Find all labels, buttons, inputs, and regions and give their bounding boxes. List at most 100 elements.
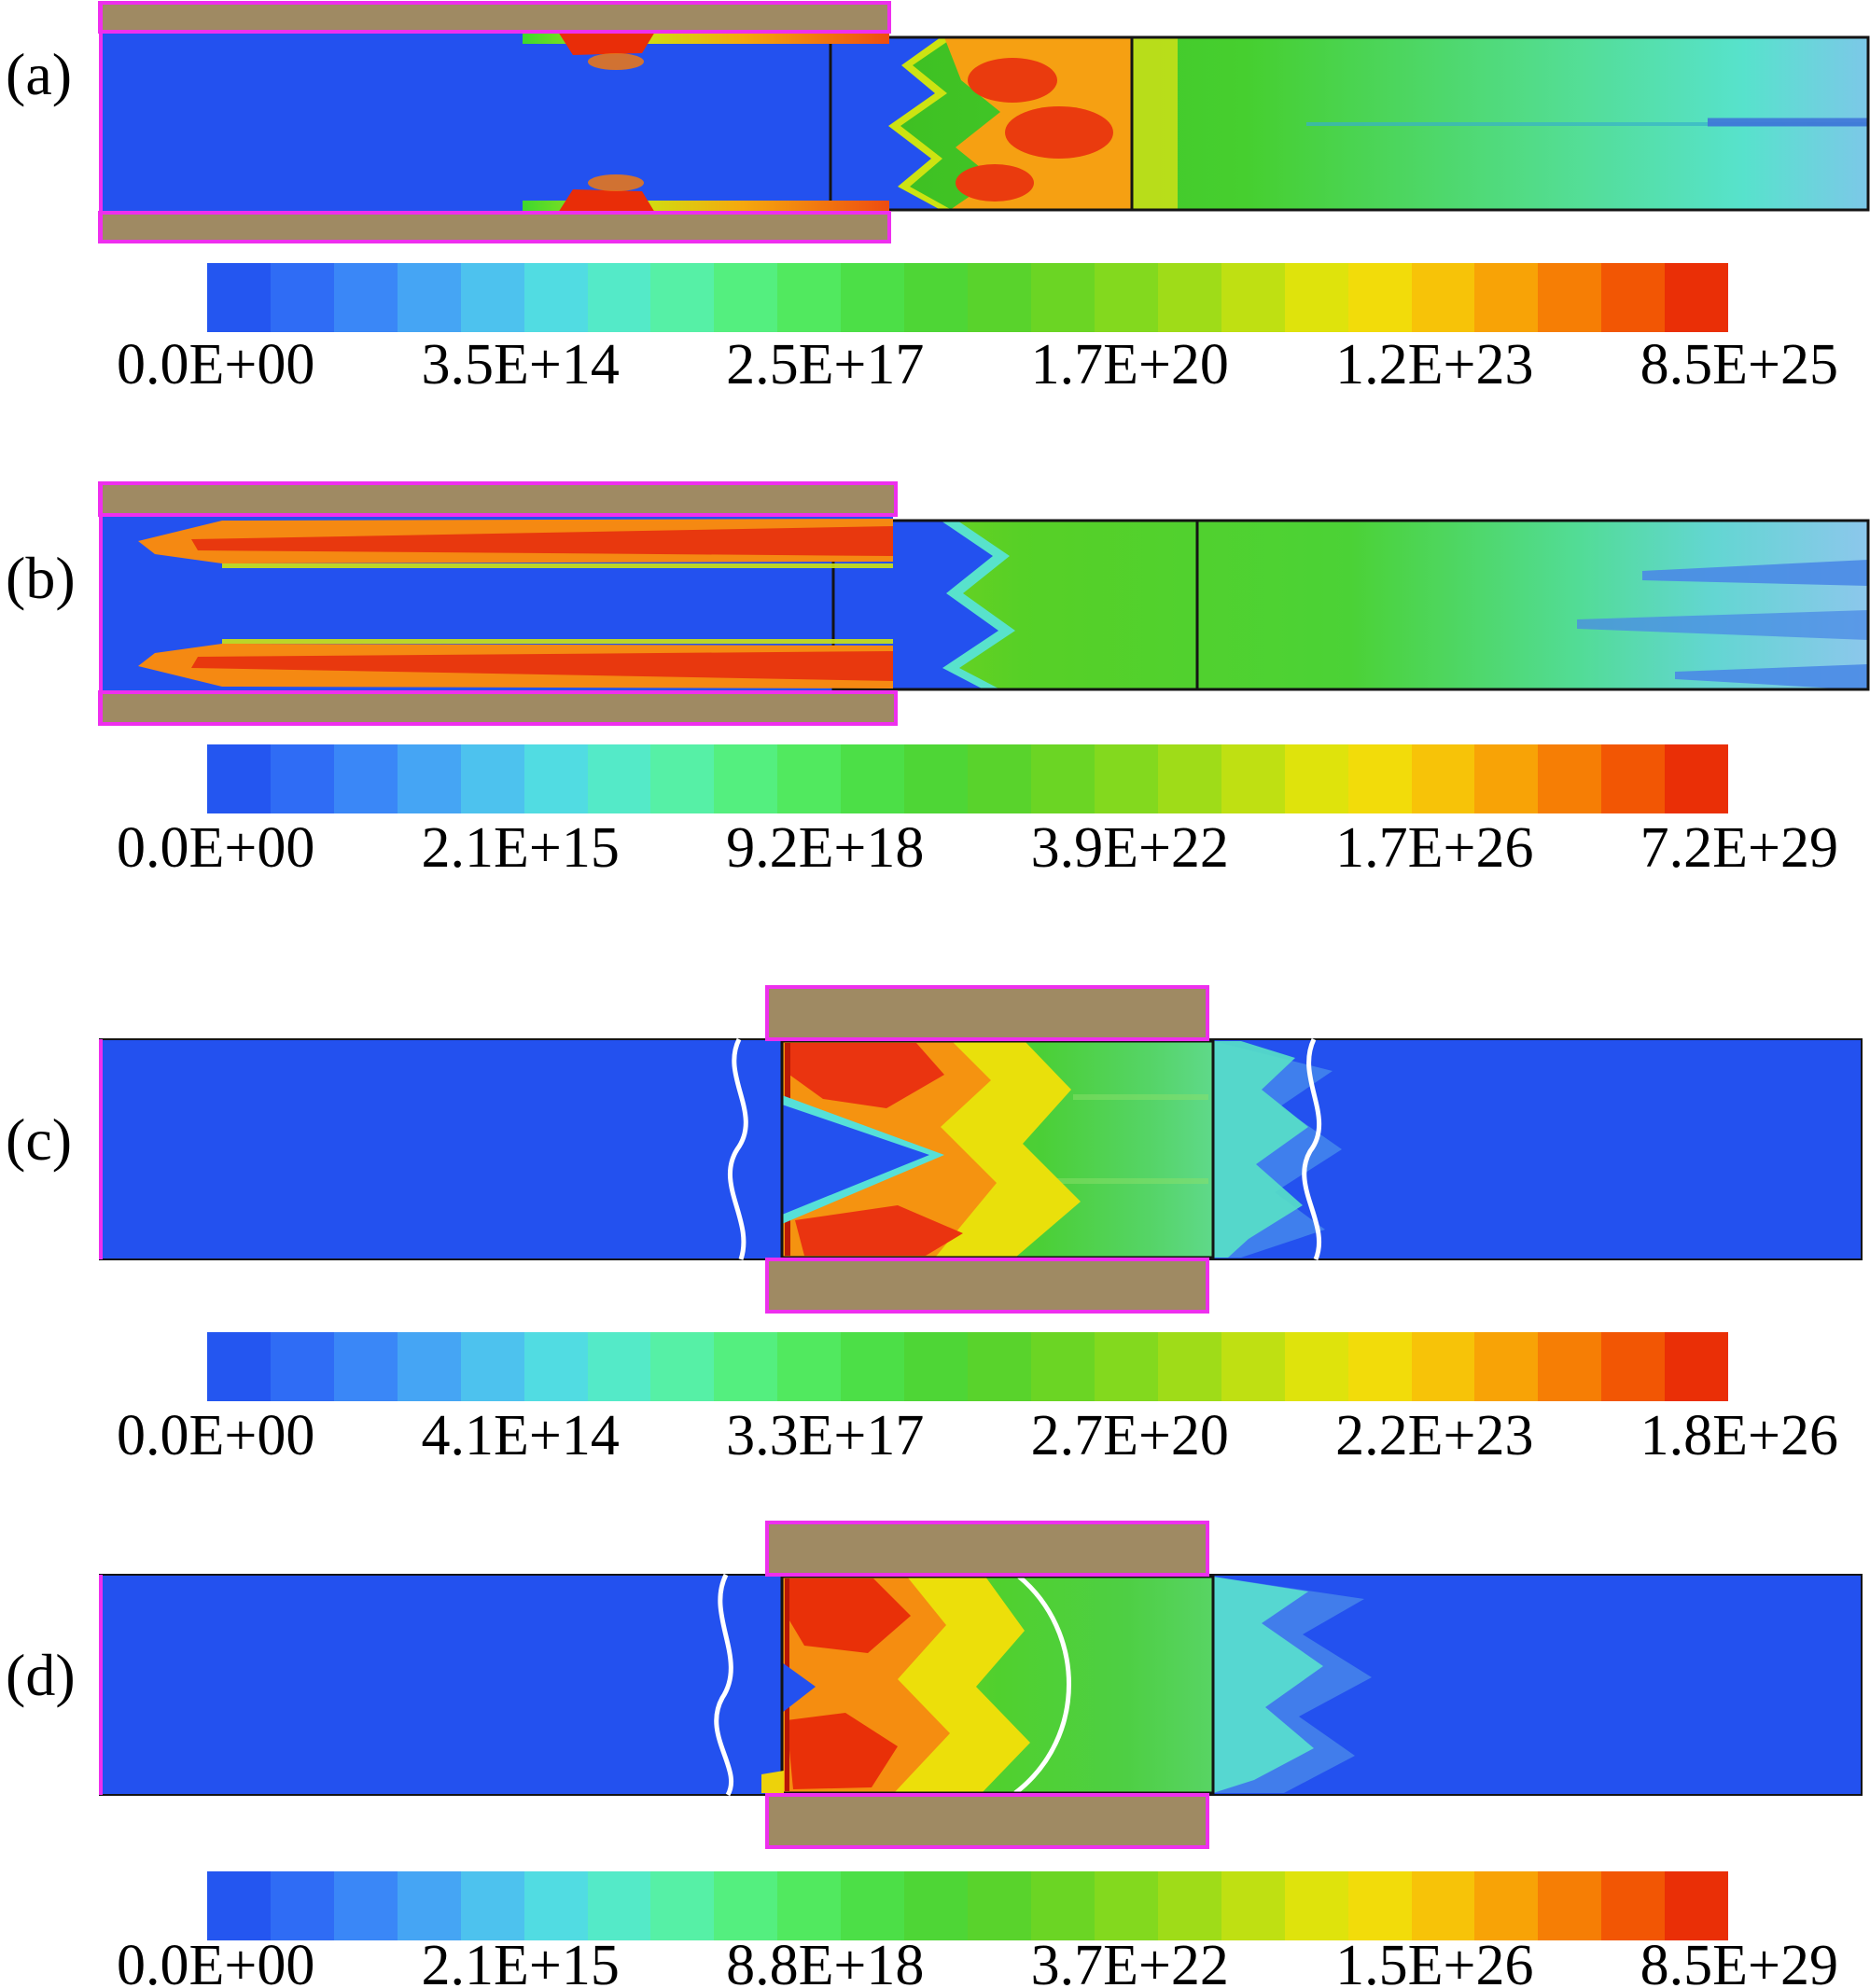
colorbar-cell (714, 263, 778, 332)
duct-right-b (831, 519, 1870, 691)
colorbar-cell (1221, 1332, 1285, 1401)
tick-label: 8.5E+29 (1640, 1934, 1838, 1988)
tick-label: 2.7E+20 (1030, 1404, 1229, 1467)
tick-label: 2.1E+15 (421, 1934, 620, 1988)
tick-label: 7.2E+29 (1640, 816, 1838, 880)
colorbar-cell (270, 1332, 334, 1401)
wall-spot-d (761, 1771, 784, 1793)
colorbar-cell (1538, 1871, 1602, 1940)
contour-line-inner-d (1013, 1575, 1071, 1795)
colorbar-cell (1601, 744, 1666, 813)
feather-right-c (1213, 1041, 1342, 1258)
electrode-bottom-a (98, 211, 891, 243)
colorbar-cell (1221, 1871, 1285, 1940)
panel-label-d: (d) (6, 1642, 76, 1708)
colorbar-cell (1284, 744, 1348, 813)
tube-left-a (100, 32, 889, 213)
tick-label: 3.5E+14 (421, 333, 620, 396)
colorbar-cell (904, 744, 969, 813)
tick-label: 3.7E+22 (1030, 1934, 1229, 1988)
colorbar-cell (650, 744, 715, 813)
colorbar-cell (1347, 744, 1412, 813)
tick-label: 1.2E+23 (1335, 333, 1534, 396)
colorbar-cell (397, 263, 461, 332)
colorbar-cell (777, 744, 842, 813)
colorbar-cell (1284, 1332, 1348, 1401)
colorbar-ticks-d: 0.0E+00 2.1E+15 8.8E+18 3.7E+22 1.5E+26 … (117, 1937, 1838, 1988)
colorbar-cell (587, 744, 651, 813)
colorbar-cell (1474, 1332, 1539, 1401)
colorbar-cell (460, 263, 524, 332)
colorbar-cell (1601, 1332, 1666, 1401)
colorbar-cell (1347, 1332, 1412, 1401)
electrode-top-b (98, 481, 898, 517)
colorbar-cell (1157, 1332, 1221, 1401)
colorbar-cell (777, 1871, 842, 1940)
contour-line-left-c (727, 1037, 748, 1260)
colorbar-cell (968, 1871, 1031, 1940)
contour-line-left-d (714, 1573, 734, 1797)
colorbar-cell (714, 1332, 778, 1401)
colorbar-cell (270, 744, 334, 813)
tick-label: 0.0E+00 (117, 333, 315, 396)
colorbar-cell (587, 263, 651, 332)
colorbar-cell (1665, 1871, 1729, 1940)
colorbar-cell (1601, 1871, 1666, 1940)
colorbar-cell (1157, 1871, 1221, 1940)
colorbar-cell (460, 1871, 524, 1940)
colorbar-cell (587, 1332, 651, 1401)
colorbar-cell (904, 1332, 969, 1401)
colorbar-cell (1094, 744, 1158, 813)
colorbar-cell (1094, 1871, 1158, 1940)
tick-label: 2.5E+17 (726, 333, 925, 396)
tick-label: 3.9E+22 (1030, 816, 1229, 880)
tick-label: 2.2E+23 (1335, 1404, 1534, 1467)
colorbar-cell (841, 744, 905, 813)
electrode-top-a (98, 1, 891, 34)
tick-label: 9.2E+18 (726, 816, 925, 880)
colorbar-cell (841, 263, 905, 332)
colorbar-cell (333, 744, 398, 813)
colorbar-cell (1601, 263, 1666, 332)
tick-label: 1.5E+26 (1335, 1934, 1534, 1988)
colorbar-cell (207, 744, 271, 813)
panel-d-field (99, 1521, 1863, 1849)
discharge-box-c (780, 1039, 1215, 1259)
electrode-bottom-b (98, 690, 898, 726)
colorbar-cell (1284, 1871, 1348, 1940)
colorbar-cell (207, 1332, 271, 1401)
colorbar-cell (333, 1332, 398, 1401)
colorbar-cell (841, 1332, 905, 1401)
colorbar-cell (333, 1871, 398, 1940)
tick-label: 0.0E+00 (117, 1934, 315, 1988)
panel-a-field (98, 1, 1870, 243)
panel-c-field (99, 985, 1863, 1314)
colorbar-cell (1538, 1332, 1602, 1401)
colorbar-cell (523, 744, 588, 813)
tick-label: 1.8E+26 (1640, 1404, 1838, 1467)
colorbar-cell (1474, 744, 1539, 813)
colorbar-cell (1347, 263, 1412, 332)
colorbar-cell (968, 1332, 1031, 1401)
colorbar-cell (904, 263, 969, 332)
colorbar-cell (207, 1871, 271, 1940)
colorbar-cell (1411, 263, 1475, 332)
colorbar-cell (714, 1871, 778, 1940)
tick-label: 8.8E+18 (726, 1934, 925, 1988)
colorbar-cell (777, 263, 842, 332)
colorbar-cell (397, 1332, 461, 1401)
colorbar-cell (397, 744, 461, 813)
tick-label: 4.1E+14 (421, 1404, 620, 1467)
colorbar-cell (650, 263, 715, 332)
colorbar-cell (1474, 263, 1539, 332)
colorbar-cell (1665, 744, 1729, 813)
colorbar-cell (207, 263, 271, 332)
colorbar-cell (777, 1332, 842, 1401)
tick-label: 0.0E+00 (117, 816, 315, 880)
panel-label-a: (a) (6, 41, 73, 107)
discharge-box-d (780, 1575, 1215, 1795)
colorbar-cell (1030, 1332, 1095, 1401)
feather-right-d (1213, 1577, 1372, 1793)
colorbar-cell (1538, 744, 1602, 813)
colorbar-cell (968, 263, 1031, 332)
